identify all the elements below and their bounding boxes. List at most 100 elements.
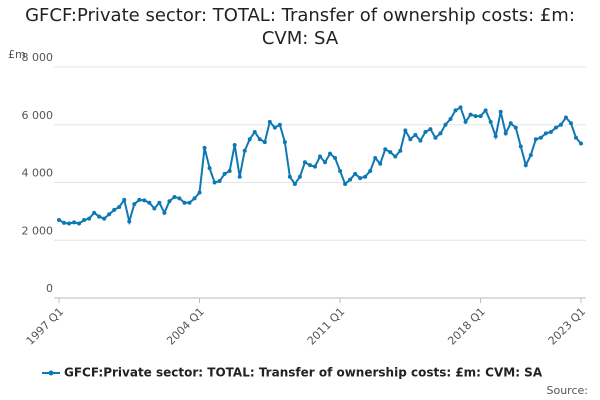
source: Source:	[547, 384, 589, 397]
data-point	[348, 177, 353, 182]
data-point	[232, 142, 237, 147]
x-tick-label: 2018 Q1	[445, 305, 488, 348]
data-point	[292, 181, 297, 186]
data-point	[408, 137, 413, 142]
data-point	[523, 163, 528, 168]
data-point	[222, 171, 227, 176]
data-point	[498, 109, 503, 114]
data-point	[513, 125, 518, 130]
data-point	[383, 147, 388, 152]
x-tick-label: 1997 Q1	[24, 305, 67, 348]
data-point	[122, 197, 127, 202]
data-point	[217, 179, 222, 184]
data-point	[227, 168, 232, 173]
data-point	[378, 161, 383, 166]
data-point	[167, 199, 172, 204]
data-point	[312, 164, 317, 169]
data-point	[77, 221, 82, 226]
data-point	[207, 166, 212, 171]
data-point	[272, 125, 277, 130]
data-point	[92, 210, 97, 215]
y-tick-label: 2 000	[22, 224, 54, 237]
data-point	[528, 153, 533, 158]
data-point	[468, 112, 473, 117]
data-point	[132, 202, 137, 207]
data-point	[573, 135, 578, 140]
data-point	[257, 137, 262, 142]
data-point	[333, 155, 338, 160]
data-point	[177, 196, 182, 201]
y-unit: £m	[8, 48, 26, 61]
data-point	[152, 206, 157, 211]
legend-label: GFCF:Private sector: TOTAL: Transfer of …	[64, 366, 543, 380]
data-point	[563, 115, 568, 120]
data-point	[518, 144, 523, 149]
data-point	[458, 105, 463, 110]
data-point	[353, 171, 358, 176]
data-point	[363, 174, 368, 179]
data-point	[543, 131, 548, 136]
data-point	[538, 135, 543, 140]
data-point	[182, 200, 187, 205]
data-point	[358, 176, 363, 181]
data-point	[403, 128, 408, 133]
data-point	[147, 200, 152, 205]
data-point	[388, 150, 393, 155]
data-point	[197, 190, 202, 195]
data-point	[323, 160, 328, 165]
data-point	[343, 181, 348, 186]
data-point	[338, 168, 343, 173]
data-point	[242, 148, 247, 153]
data-point	[72, 220, 77, 225]
data-point	[202, 145, 207, 150]
y-tick-label: 8 000	[22, 51, 54, 64]
data-point	[438, 131, 443, 136]
data-point	[453, 108, 458, 113]
chart-title: GFCF:Private sector: TOTAL: Transfer of …	[25, 5, 575, 49]
data-point	[483, 108, 488, 113]
legend-marker	[48, 370, 54, 376]
data-point	[237, 174, 242, 179]
data-point	[287, 174, 292, 179]
data-point	[97, 214, 102, 219]
data-point	[533, 137, 538, 142]
data-point	[107, 212, 112, 217]
data-point	[328, 151, 333, 156]
data-point	[478, 114, 483, 119]
data-point	[558, 122, 563, 127]
y-tick-label: 6 000	[22, 109, 54, 122]
data-point	[212, 180, 217, 185]
data-point	[157, 200, 162, 205]
data-point	[62, 220, 67, 225]
data-point	[277, 122, 282, 127]
data-point	[493, 134, 498, 139]
y-tick-label: 0	[46, 282, 53, 295]
data-point	[307, 163, 312, 168]
data-point	[463, 119, 468, 124]
data-point	[548, 129, 553, 134]
data-point	[423, 129, 428, 134]
data-point	[373, 155, 378, 160]
data-point	[428, 127, 433, 132]
data-point	[162, 210, 167, 215]
data-point	[488, 119, 493, 124]
data-point	[473, 114, 478, 119]
data-point	[192, 196, 197, 201]
data-point	[503, 131, 508, 136]
data-point	[112, 207, 117, 212]
data-point	[142, 198, 147, 203]
data-point	[67, 221, 72, 226]
data-point	[87, 216, 92, 221]
data-point	[368, 168, 373, 173]
data-point	[579, 141, 583, 146]
data-point	[127, 219, 132, 224]
data-point	[172, 194, 177, 199]
x-tick-label: 2011 Q1	[305, 305, 348, 348]
data-point	[508, 121, 513, 126]
data-point	[398, 148, 403, 153]
data-point	[553, 125, 558, 130]
data-point	[413, 132, 418, 137]
data-point	[418, 138, 423, 143]
